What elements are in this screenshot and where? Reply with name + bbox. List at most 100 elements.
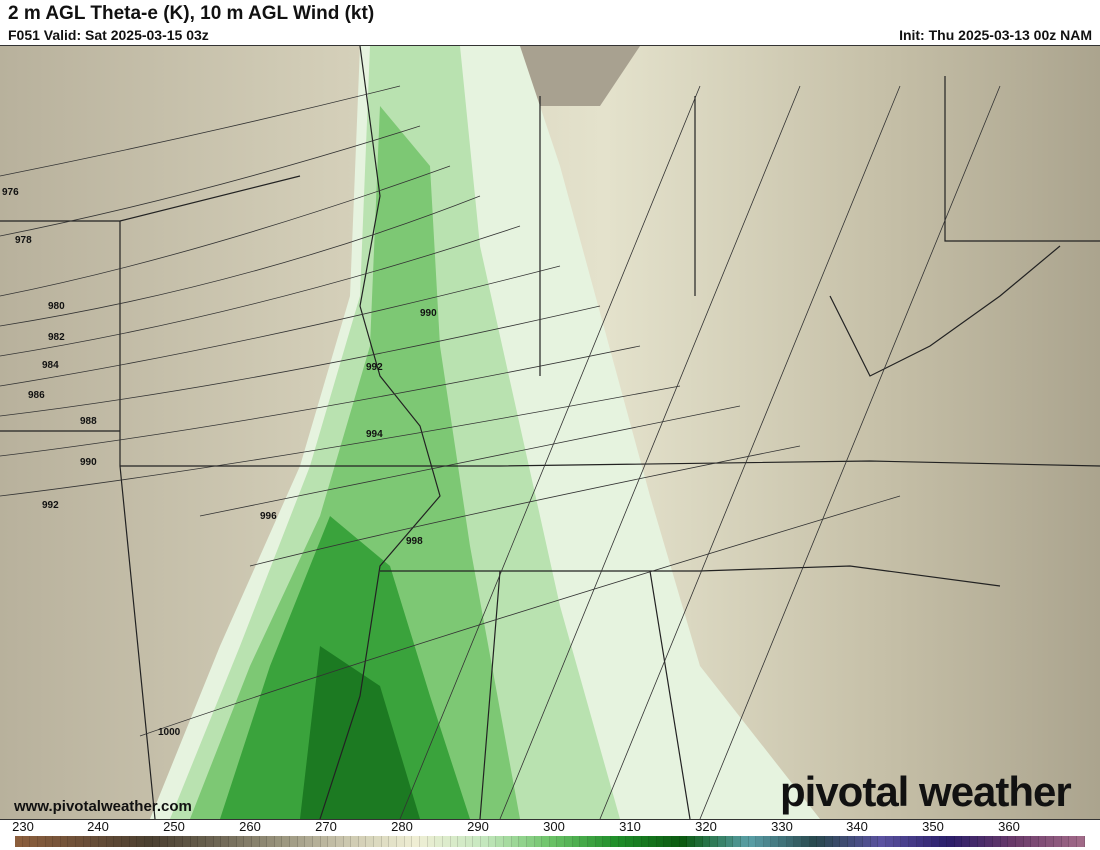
colorbar-tick: 240 — [87, 819, 109, 834]
colorbar-segment — [1046, 836, 1055, 847]
state-borders — [0, 45, 1100, 820]
colorbar-segment — [893, 836, 902, 847]
pressure-label: 982 — [48, 332, 65, 343]
pressure-label: 994 — [366, 429, 383, 440]
colorbar-segment — [954, 836, 963, 847]
colorbar-segment — [977, 836, 986, 847]
colorbar-segment — [435, 836, 443, 847]
pressure-label: 984 — [42, 360, 59, 371]
colorbar-segment — [213, 836, 222, 847]
colorbar-segment — [30, 836, 38, 847]
colorbar-segment — [878, 836, 887, 847]
colorbar-segment — [557, 836, 566, 847]
colorbar-segment — [496, 836, 504, 847]
colorbar-segment — [442, 836, 451, 847]
colorbar-segment — [786, 836, 795, 847]
colorbar-segment — [756, 836, 764, 847]
colorbar-ticks: 230 240 250 260 270 280 290 300 310 320 … — [0, 818, 1100, 836]
colorbar-segment — [664, 836, 673, 847]
colorbar-segment — [282, 836, 291, 847]
colorbar-tick: 350 — [922, 819, 944, 834]
colorbar-segment — [687, 836, 696, 847]
colorbar-segment — [824, 836, 833, 847]
colorbar-segment — [580, 836, 589, 847]
pivotal-weather-logo: pivotal weather — [780, 768, 1072, 815]
colorbar-tick: 230 — [12, 819, 34, 834]
colorbar-segment — [68, 836, 77, 847]
colorbar-segment — [924, 836, 932, 847]
colorbar-segment — [847, 836, 856, 847]
pressure-label: 990 — [80, 457, 97, 468]
colorbar-segment — [312, 836, 321, 847]
colorbar-segment — [473, 836, 482, 847]
colorbar-tick: 260 — [239, 819, 261, 834]
colorbar-segment — [1077, 836, 1085, 847]
colorbar-segment — [993, 836, 1001, 847]
colorbar-segment — [985, 836, 993, 847]
colorbar-tick: 320 — [695, 819, 717, 834]
colorbar-segment — [748, 836, 757, 847]
colorbar-segment — [152, 836, 161, 847]
colorbar-tick: 340 — [846, 819, 868, 834]
colorbar-segment — [76, 836, 84, 847]
colorbar — [15, 836, 1085, 847]
colorbar-segment — [1015, 836, 1024, 847]
colorbar-tick: 300 — [543, 819, 565, 834]
colorbar-segment — [1023, 836, 1032, 847]
colorbar-segment — [144, 836, 153, 847]
colorbar-segment — [328, 836, 336, 847]
colorbar-tick: 360 — [998, 819, 1020, 834]
colorbar-segment — [1061, 836, 1070, 847]
watermark-url: www.pivotalweather.com — [14, 798, 192, 815]
colorbar-tick: 310 — [619, 819, 641, 834]
pressure-label: 988 — [80, 416, 97, 427]
colorbar-segment — [351, 836, 359, 847]
colorbar-segment — [206, 836, 214, 847]
colorbar-segment — [641, 836, 650, 847]
colorbar-segment — [610, 836, 619, 847]
colorbar-segment — [106, 836, 115, 847]
colorbar-segment — [702, 836, 711, 847]
colorbar-segment — [91, 836, 100, 847]
colorbar-segment — [771, 836, 780, 847]
colorbar-segment — [290, 836, 298, 847]
colorbar-segment — [15, 836, 23, 847]
colorbar-segment — [366, 836, 375, 847]
colorbar-segment — [228, 836, 237, 847]
colorbar-segment — [358, 836, 367, 847]
colorbar-segment — [412, 836, 420, 847]
colorbar-segment — [519, 836, 527, 847]
colorbar-segment — [114, 836, 122, 847]
pressure-label: 978 — [15, 235, 32, 246]
weather-map[interactable]: 976 978 980 982 984 986 988 990 992 990 … — [0, 45, 1100, 820]
colorbar-segment — [183, 836, 191, 847]
colorbar-segment — [1069, 836, 1078, 847]
colorbar-segment — [970, 836, 978, 847]
theta-e-field — [0, 45, 1100, 820]
colorbar-segment — [427, 836, 436, 847]
colorbar-segment — [22, 836, 31, 847]
colorbar-tick: 330 — [771, 819, 793, 834]
colorbar-tick: 250 — [163, 819, 185, 834]
colorbar-segment — [320, 836, 329, 847]
colorbar-segment — [37, 836, 46, 847]
colorbar-segment — [129, 836, 138, 847]
colorbar-segment — [251, 836, 260, 847]
isobars — [0, 85, 1001, 820]
pressure-label: 992 — [42, 500, 59, 511]
colorbar-segment — [1031, 836, 1039, 847]
colorbar-segment — [389, 836, 398, 847]
colorbar-segment — [1000, 836, 1009, 847]
pressure-label: 996 — [260, 511, 277, 522]
pressure-label: 980 — [48, 301, 65, 312]
colorbar-segment — [656, 836, 665, 847]
colorbar-segment — [603, 836, 611, 847]
colorbar-segment — [832, 836, 841, 847]
colorbar-segment — [725, 836, 734, 847]
colorbar-segment — [763, 836, 772, 847]
pressure-label: 998 — [406, 536, 423, 547]
colorbar-segment — [190, 836, 199, 847]
colorbar-tick: 280 — [391, 819, 413, 834]
pressure-label: 1000 — [158, 727, 181, 738]
colorbar-segment — [549, 836, 558, 847]
